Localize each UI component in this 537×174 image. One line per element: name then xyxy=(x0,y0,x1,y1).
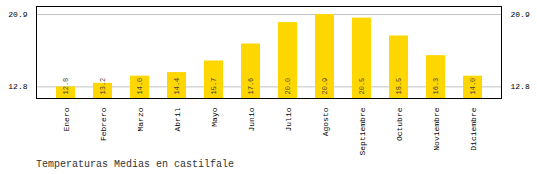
svg-text:Mayo: Mayo xyxy=(210,107,219,126)
svg-text:Junio: Junio xyxy=(247,107,256,131)
svg-text:20.9: 20.9 xyxy=(511,10,530,19)
svg-text:17.6: 17.6 xyxy=(247,78,255,95)
svg-text:14.0: 14.0 xyxy=(136,78,144,95)
svg-text:20.9: 20.9 xyxy=(8,10,27,19)
svg-text:12.8: 12.8 xyxy=(62,78,70,95)
svg-text:20.0: 20.0 xyxy=(284,78,292,95)
svg-text:Enero: Enero xyxy=(62,107,71,131)
svg-text:15.7: 15.7 xyxy=(210,78,218,95)
svg-text:Septiembre: Septiembre xyxy=(358,107,367,155)
svg-text:18.5: 18.5 xyxy=(395,78,403,95)
svg-text:Noviembre: Noviembre xyxy=(432,107,441,150)
svg-text:Febrero: Febrero xyxy=(99,107,108,141)
svg-text:Agosto: Agosto xyxy=(321,107,330,136)
svg-text:13.2: 13.2 xyxy=(99,78,107,95)
svg-text:16.3: 16.3 xyxy=(432,78,440,95)
svg-text:Marzo: Marzo xyxy=(136,107,145,131)
svg-text:20.5: 20.5 xyxy=(358,78,366,95)
svg-text:Julio: Julio xyxy=(284,107,293,131)
svg-text:20.9: 20.9 xyxy=(321,78,329,95)
svg-text:12.8: 12.8 xyxy=(8,82,27,91)
svg-text:Octubre: Octubre xyxy=(395,107,404,141)
svg-text:Diciembre: Diciembre xyxy=(469,107,478,150)
svg-text:14.0: 14.0 xyxy=(469,78,477,95)
svg-text:12.8: 12.8 xyxy=(511,82,530,91)
svg-text:14.4: 14.4 xyxy=(173,78,181,95)
html-text:Temperaturas Medias en castilf: Temperaturas Medias en castilfale xyxy=(36,159,234,170)
svg-text:Abril: Abril xyxy=(173,107,182,131)
